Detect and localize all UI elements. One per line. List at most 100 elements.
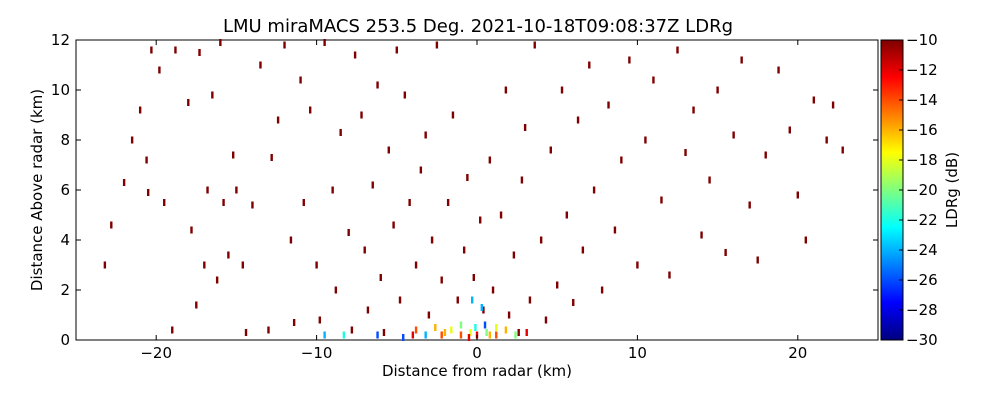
data-point — [467, 334, 471, 341]
data-point — [812, 96, 816, 104]
data-point — [756, 256, 759, 264]
colorbar-tick-label: −10 — [906, 31, 938, 49]
data-point — [700, 231, 703, 239]
data-point — [292, 319, 296, 326]
y-tick-label: 4 — [60, 231, 70, 249]
data-point — [485, 329, 488, 336]
data-point — [504, 326, 508, 334]
colorbar-tick-label: −16 — [906, 121, 938, 139]
colorbar-tick-label: −22 — [906, 211, 938, 229]
y-tick-label: 6 — [60, 181, 70, 199]
data-point — [504, 86, 508, 94]
data-point — [459, 321, 463, 329]
data-point — [628, 56, 631, 64]
data-point — [748, 201, 751, 209]
data-point — [227, 251, 230, 259]
y-tick-label: 12 — [51, 31, 70, 49]
data-point — [491, 286, 495, 294]
data-point — [267, 326, 270, 334]
data-point — [549, 146, 552, 154]
data-point — [796, 191, 799, 199]
colorbar-tick-label: −18 — [906, 151, 938, 169]
y-axis-label: Distance Above radar (km) — [28, 89, 46, 291]
y-tick-label: 0 — [60, 331, 70, 349]
data-point — [435, 41, 439, 49]
data-point — [499, 211, 503, 219]
x-tick-label: 20 — [788, 344, 807, 362]
data-point — [613, 226, 617, 234]
data-point — [588, 61, 591, 69]
data-point — [244, 329, 248, 336]
data-point — [424, 131, 427, 139]
data-point — [430, 236, 434, 244]
data-point — [424, 331, 427, 339]
data-point — [211, 91, 214, 99]
data-point — [716, 86, 719, 94]
data-point — [315, 261, 318, 269]
x-tick-label: 0 — [472, 344, 482, 362]
data-point — [110, 221, 113, 229]
data-point — [525, 329, 528, 336]
data-point — [482, 306, 485, 314]
data-point — [206, 186, 209, 194]
data-point — [130, 136, 134, 144]
data-point — [122, 179, 126, 186]
data-point — [302, 199, 305, 206]
data-point — [495, 324, 498, 331]
data-point — [528, 296, 532, 304]
data-point — [777, 66, 780, 74]
data-point — [103, 261, 107, 269]
data-point — [466, 174, 469, 181]
data-point — [443, 329, 447, 336]
x-tick-label: −20 — [140, 344, 172, 362]
x-axis-ticks: −20 −10 0 10 20 — [140, 40, 807, 362]
data-point — [379, 274, 382, 281]
data-point — [376, 81, 379, 89]
data-point — [174, 46, 177, 54]
data-point — [692, 106, 695, 114]
data-point — [788, 126, 791, 134]
data-point — [171, 326, 174, 334]
data-point — [652, 76, 655, 84]
data-point — [138, 106, 142, 114]
data-point — [556, 281, 559, 289]
y-tick-label: 8 — [60, 131, 70, 149]
data-point — [414, 326, 418, 334]
data-point — [804, 236, 808, 244]
data-point — [411, 331, 415, 339]
data-point — [668, 271, 671, 279]
data-point — [414, 261, 418, 269]
data-point — [347, 229, 350, 236]
data-point — [203, 261, 206, 269]
data-point — [283, 41, 286, 49]
data-point — [350, 326, 354, 334]
data-point — [507, 311, 511, 319]
data-point — [360, 111, 363, 119]
data-point — [644, 136, 647, 144]
data-point — [366, 306, 370, 314]
data-point — [469, 329, 472, 336]
data-point — [440, 276, 443, 284]
data-point — [572, 299, 575, 306]
data-point — [198, 49, 201, 56]
colorbar-tick-label: −28 — [906, 301, 938, 319]
data-point — [146, 189, 150, 196]
data-point — [539, 236, 543, 244]
data-point — [190, 226, 193, 234]
data-point — [488, 156, 492, 164]
data-point — [488, 331, 492, 339]
data-point — [187, 99, 190, 106]
data-point — [600, 286, 604, 294]
data-point — [339, 129, 342, 136]
data-point — [427, 311, 431, 319]
data-point — [163, 199, 166, 206]
data-point — [251, 201, 254, 209]
data-point — [470, 296, 474, 304]
y-tick-label: 2 — [60, 281, 70, 299]
data-point — [724, 249, 727, 256]
data-point — [235, 186, 238, 194]
colorbar-tick-label: −26 — [906, 271, 938, 289]
data-point — [533, 41, 536, 49]
colorbar-tick-label: −20 — [906, 181, 938, 199]
data-point — [684, 149, 687, 156]
